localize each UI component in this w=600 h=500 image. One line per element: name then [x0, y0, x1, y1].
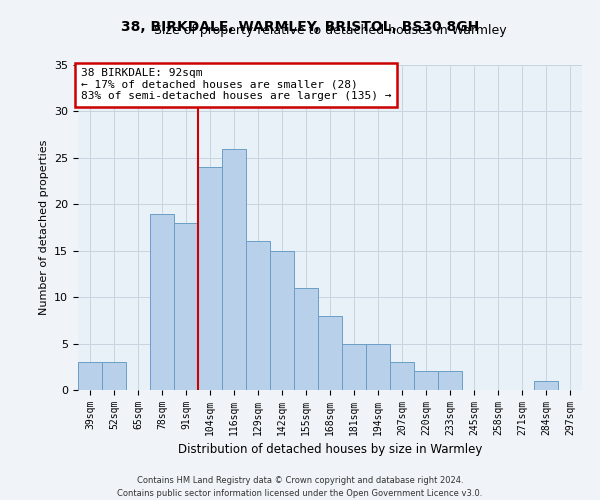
- Bar: [294, 288, 318, 390]
- Bar: [366, 344, 390, 390]
- Title: Size of property relative to detached houses in Warmley: Size of property relative to detached ho…: [154, 24, 506, 38]
- Bar: [414, 372, 438, 390]
- Bar: [534, 380, 558, 390]
- Bar: [174, 223, 198, 390]
- X-axis label: Distribution of detached houses by size in Warmley: Distribution of detached houses by size …: [178, 444, 482, 456]
- Bar: [102, 362, 126, 390]
- Bar: [222, 148, 246, 390]
- Y-axis label: Number of detached properties: Number of detached properties: [38, 140, 49, 315]
- Bar: [270, 250, 294, 390]
- Text: 38 BIRKDALE: 92sqm
← 17% of detached houses are smaller (28)
83% of semi-detache: 38 BIRKDALE: 92sqm ← 17% of detached hou…: [80, 68, 391, 102]
- Bar: [342, 344, 366, 390]
- Text: Contains HM Land Registry data © Crown copyright and database right 2024.
Contai: Contains HM Land Registry data © Crown c…: [118, 476, 482, 498]
- Bar: [438, 372, 462, 390]
- Bar: [78, 362, 102, 390]
- Bar: [150, 214, 174, 390]
- Bar: [390, 362, 414, 390]
- Bar: [318, 316, 342, 390]
- Text: 38, BIRKDALE, WARMLEY, BRISTOL, BS30 8GH: 38, BIRKDALE, WARMLEY, BRISTOL, BS30 8GH: [121, 20, 479, 34]
- Bar: [198, 167, 222, 390]
- Bar: [246, 242, 270, 390]
